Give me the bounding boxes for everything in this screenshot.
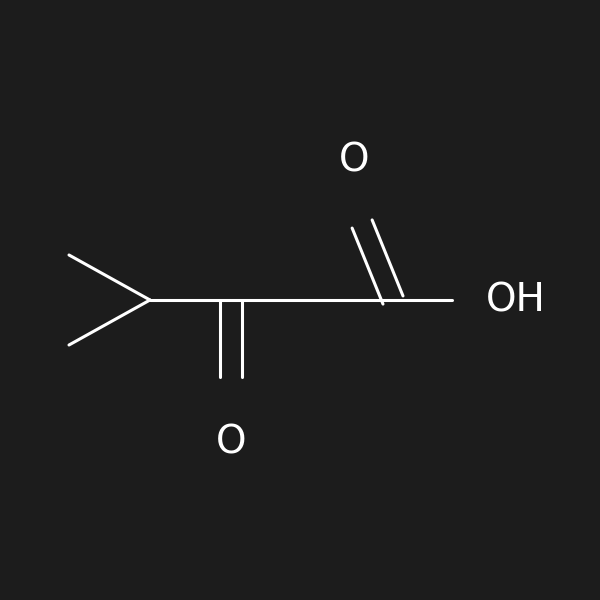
Text: OH: OH	[486, 281, 546, 319]
Text: O: O	[216, 423, 246, 461]
Text: O: O	[339, 142, 369, 180]
